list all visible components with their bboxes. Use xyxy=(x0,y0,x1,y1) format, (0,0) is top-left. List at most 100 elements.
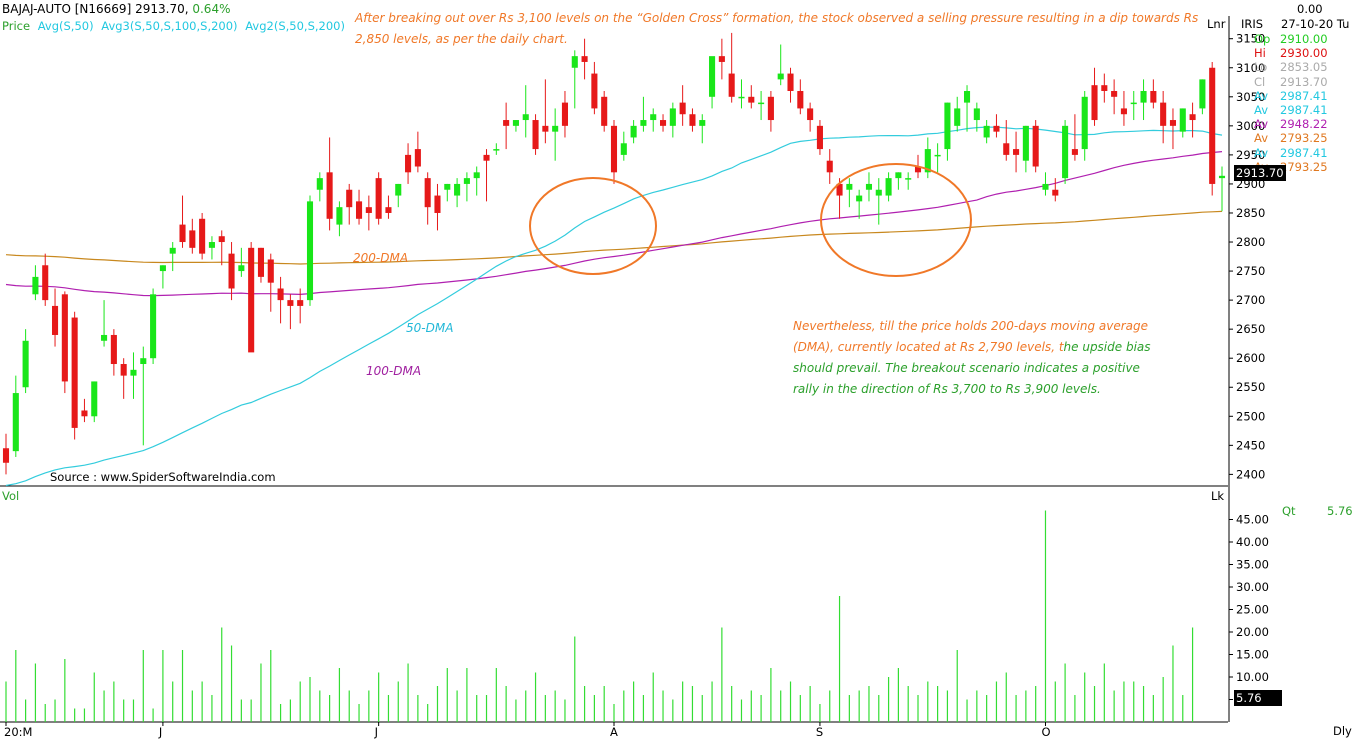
candle-body xyxy=(1013,149,1020,155)
candle-body xyxy=(1199,79,1206,109)
candle-body xyxy=(1101,85,1108,91)
candle-body xyxy=(326,172,333,219)
candle-body xyxy=(395,183,402,196)
info-value: 2987.41 xyxy=(1280,88,1328,103)
candle-body xyxy=(1179,108,1186,132)
volume-tick-label: 40.00 xyxy=(1236,535,1269,549)
candle-body xyxy=(238,265,245,272)
bottom-annotation-orange: Nevertheless, till the price holds 200-d… xyxy=(793,319,1148,354)
candle-body xyxy=(816,125,823,150)
candle-body xyxy=(218,236,225,243)
candle-body xyxy=(346,189,353,208)
avg3-legend: Avg3(S,50,S,100,S,200) xyxy=(101,19,238,33)
candle-body xyxy=(738,96,745,99)
candle-body xyxy=(179,224,186,243)
candle-body xyxy=(375,178,382,219)
info-value: 2910.00 xyxy=(1280,32,1328,46)
price-tick-label: 2800 xyxy=(1236,235,1265,249)
candle-body xyxy=(983,125,990,138)
time-tick-label: O xyxy=(1041,725,1050,739)
candle-body xyxy=(1130,102,1137,105)
dma100-label: 100-DMA xyxy=(366,364,422,378)
candle-body xyxy=(620,143,627,155)
info-key: Av xyxy=(1254,145,1268,160)
iris-label: IRIS xyxy=(1241,17,1264,31)
candle-body xyxy=(1169,120,1177,126)
candle-body xyxy=(405,154,412,173)
candle-body xyxy=(826,160,833,173)
info-row-lo: Lo 2853.05 xyxy=(1254,60,1328,74)
candle-body xyxy=(993,125,1000,132)
candle-body xyxy=(110,334,117,365)
info-row-op: Op 2910.00 xyxy=(1254,32,1328,46)
time-tick-label: J xyxy=(374,725,378,739)
candle-body xyxy=(42,265,49,301)
info-key: Op xyxy=(1254,32,1271,46)
price-tick-label: 2450 xyxy=(1236,438,1265,452)
chart-header-row1: BAJAJ-AUTO [N16669] 2913.70, 0.64% xyxy=(2,2,230,16)
candle-body xyxy=(1189,114,1196,121)
candle-body xyxy=(493,149,500,151)
candle-body xyxy=(532,120,539,150)
price-tick-label: 2750 xyxy=(1236,264,1265,278)
price-tick-label: 2550 xyxy=(1236,380,1265,394)
candle-body xyxy=(650,114,657,121)
candle-body xyxy=(689,114,696,126)
candle-body xyxy=(610,125,618,173)
volume-tick-label: 15.00 xyxy=(1236,648,1269,662)
dma50-line xyxy=(5,126,1223,487)
candle-body xyxy=(483,154,490,161)
chart-header-row2: Price Avg(S,50) Avg3(S,50,S,100,S,200) A… xyxy=(2,19,345,33)
candle-body xyxy=(571,56,578,68)
time-tick-label: 20:M xyxy=(4,725,32,739)
candle-body xyxy=(61,294,68,382)
info-key: Av xyxy=(1254,103,1268,117)
candle-body xyxy=(669,108,676,126)
price-tick-label: 3050 xyxy=(1236,90,1265,104)
price-tick-label: 2500 xyxy=(1236,409,1265,423)
candle-body xyxy=(630,125,637,138)
candle-body xyxy=(581,56,588,62)
symbol-label: BAJAJ-AUTO [N16669] xyxy=(2,2,132,16)
candle-body xyxy=(267,259,274,283)
dma200-label: 200-DMA xyxy=(353,251,409,265)
candle-body xyxy=(71,317,78,428)
info-row-hi: Hi 2930.00 xyxy=(1254,46,1328,60)
candle-body xyxy=(856,195,863,202)
candle-body xyxy=(208,242,215,248)
candle-body xyxy=(248,247,255,353)
candle-body xyxy=(924,149,931,173)
candle-body xyxy=(895,172,902,179)
candle-body xyxy=(1150,90,1157,103)
candle-body xyxy=(1111,90,1118,97)
info-row-av: Av 2987.41 xyxy=(1254,89,1328,103)
price-change: 0.64% xyxy=(192,2,231,16)
candle-body xyxy=(277,288,284,301)
candle-body xyxy=(101,334,108,341)
volume-tick-label: 45.00 xyxy=(1236,513,1269,527)
info-value: 2913.70 xyxy=(1280,74,1328,89)
last-price: 2913.70, xyxy=(135,2,189,16)
candle-body xyxy=(1091,85,1098,121)
time-tick-label: J xyxy=(158,725,162,739)
info-key: Av xyxy=(1254,117,1268,132)
price-tick-label: 3150 xyxy=(1236,32,1265,46)
candle-body xyxy=(512,120,519,126)
candle-body xyxy=(787,73,794,91)
info-row-av: Av 2948.22 xyxy=(1254,117,1328,131)
volume-tag: 5.76 xyxy=(1234,690,1282,706)
top-annotation: After breaking out over Rs 3,100 levels … xyxy=(355,11,1199,46)
candle-body xyxy=(728,73,735,97)
candle-body xyxy=(297,300,304,306)
candle-body xyxy=(365,207,372,213)
candle-body xyxy=(424,178,431,208)
candle-body xyxy=(777,73,784,80)
candle-body xyxy=(316,178,323,190)
candle-body xyxy=(473,172,480,179)
candle-body xyxy=(336,207,343,225)
support-ellipse xyxy=(820,163,972,277)
candle-body xyxy=(463,178,470,184)
bottom-annotation-green: he upside bias should prevail. The break… xyxy=(793,340,1151,396)
candle-body xyxy=(189,230,196,248)
